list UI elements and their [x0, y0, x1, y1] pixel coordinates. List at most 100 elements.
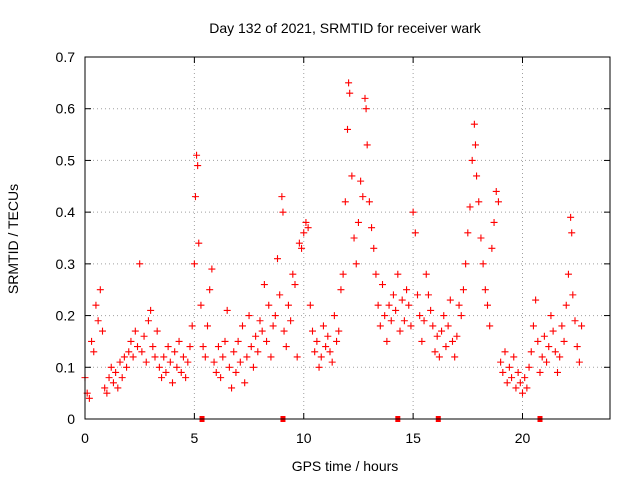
data-point — [114, 384, 122, 392]
y-tick-label: 0.4 — [56, 204, 76, 220]
data-point — [195, 239, 203, 247]
data-point — [549, 327, 557, 335]
data-point — [125, 348, 133, 356]
data-point — [473, 172, 481, 180]
data-point — [422, 270, 430, 278]
data-point — [571, 317, 579, 325]
data-point — [431, 348, 439, 356]
data-point — [387, 317, 395, 325]
data-point — [494, 198, 502, 206]
data-point — [322, 343, 330, 351]
data-point — [510, 353, 518, 361]
data-point — [359, 193, 367, 201]
data-point — [234, 337, 242, 345]
data-point — [269, 322, 277, 330]
data-point — [164, 343, 172, 351]
data-point — [263, 337, 271, 345]
data-point — [279, 208, 287, 216]
data-point — [249, 363, 257, 371]
data-point — [352, 260, 360, 268]
data-point — [149, 343, 157, 351]
data-point — [247, 343, 255, 351]
data-point — [554, 368, 561, 376]
data-point — [337, 286, 345, 294]
data-point — [160, 353, 168, 361]
data-point — [151, 353, 159, 361]
data-point — [182, 374, 190, 382]
data-point — [265, 301, 273, 309]
data-point — [484, 301, 491, 309]
data-point — [400, 317, 408, 325]
data-point — [232, 368, 240, 376]
data-point — [177, 368, 185, 376]
data-point — [109, 379, 117, 387]
data-point — [219, 353, 227, 361]
data-point — [236, 358, 244, 366]
data-point — [462, 260, 470, 268]
data-point — [302, 218, 310, 226]
data-point — [201, 353, 209, 361]
x-tick-label: 10 — [296, 430, 312, 446]
data-point — [199, 343, 207, 351]
data-point — [258, 327, 266, 335]
data-point — [505, 363, 513, 371]
data-point — [333, 337, 341, 345]
data-point — [435, 353, 443, 361]
data-point — [335, 327, 343, 335]
data-point — [103, 389, 111, 397]
y-axis-label: SRMTID / TECUs — [5, 184, 21, 294]
data-point — [173, 363, 181, 371]
data-point — [260, 281, 268, 289]
data-point — [284, 301, 292, 309]
data-point — [368, 224, 376, 232]
data-point — [540, 332, 548, 340]
data-point — [217, 374, 225, 382]
data-point — [521, 374, 529, 382]
data-point — [525, 363, 533, 371]
data-point — [418, 337, 426, 345]
data-point — [427, 306, 435, 314]
y-tick-label: 0.7 — [56, 49, 76, 65]
data-point — [315, 363, 323, 371]
data-point — [508, 374, 516, 382]
data-point — [188, 322, 196, 330]
data-point — [162, 368, 170, 376]
data-point — [560, 337, 568, 345]
data-point — [424, 291, 432, 299]
data-point — [278, 193, 286, 201]
y-tick-label: 0.5 — [56, 152, 76, 168]
data-point — [567, 213, 575, 221]
data-point — [90, 348, 98, 356]
data-point — [155, 363, 163, 371]
data-point — [578, 322, 586, 330]
data-point — [374, 301, 382, 309]
data-point — [354, 218, 362, 226]
data-point — [276, 291, 284, 299]
x-tick-label: 5 — [190, 430, 198, 446]
data-point — [396, 327, 404, 335]
data-point — [107, 363, 115, 371]
data-point — [569, 291, 577, 299]
data-point — [568, 229, 576, 237]
data-point — [190, 260, 198, 268]
data-point — [416, 312, 424, 320]
data-point — [459, 286, 467, 294]
data-point — [88, 337, 96, 345]
data-point — [486, 322, 494, 330]
data-point — [179, 353, 187, 361]
data-point — [499, 368, 507, 376]
data-point — [171, 348, 179, 356]
x-tick-label: 15 — [405, 430, 421, 446]
data-point — [256, 317, 264, 325]
data-point — [254, 348, 262, 356]
data-point — [514, 368, 522, 376]
data-point — [348, 172, 356, 180]
data-point — [471, 141, 479, 149]
data-point — [385, 301, 393, 309]
data-point — [398, 296, 406, 304]
data-point — [304, 224, 312, 232]
data-point — [381, 312, 389, 320]
data-point — [501, 348, 509, 356]
data-point — [433, 332, 441, 340]
data-point — [372, 270, 380, 278]
